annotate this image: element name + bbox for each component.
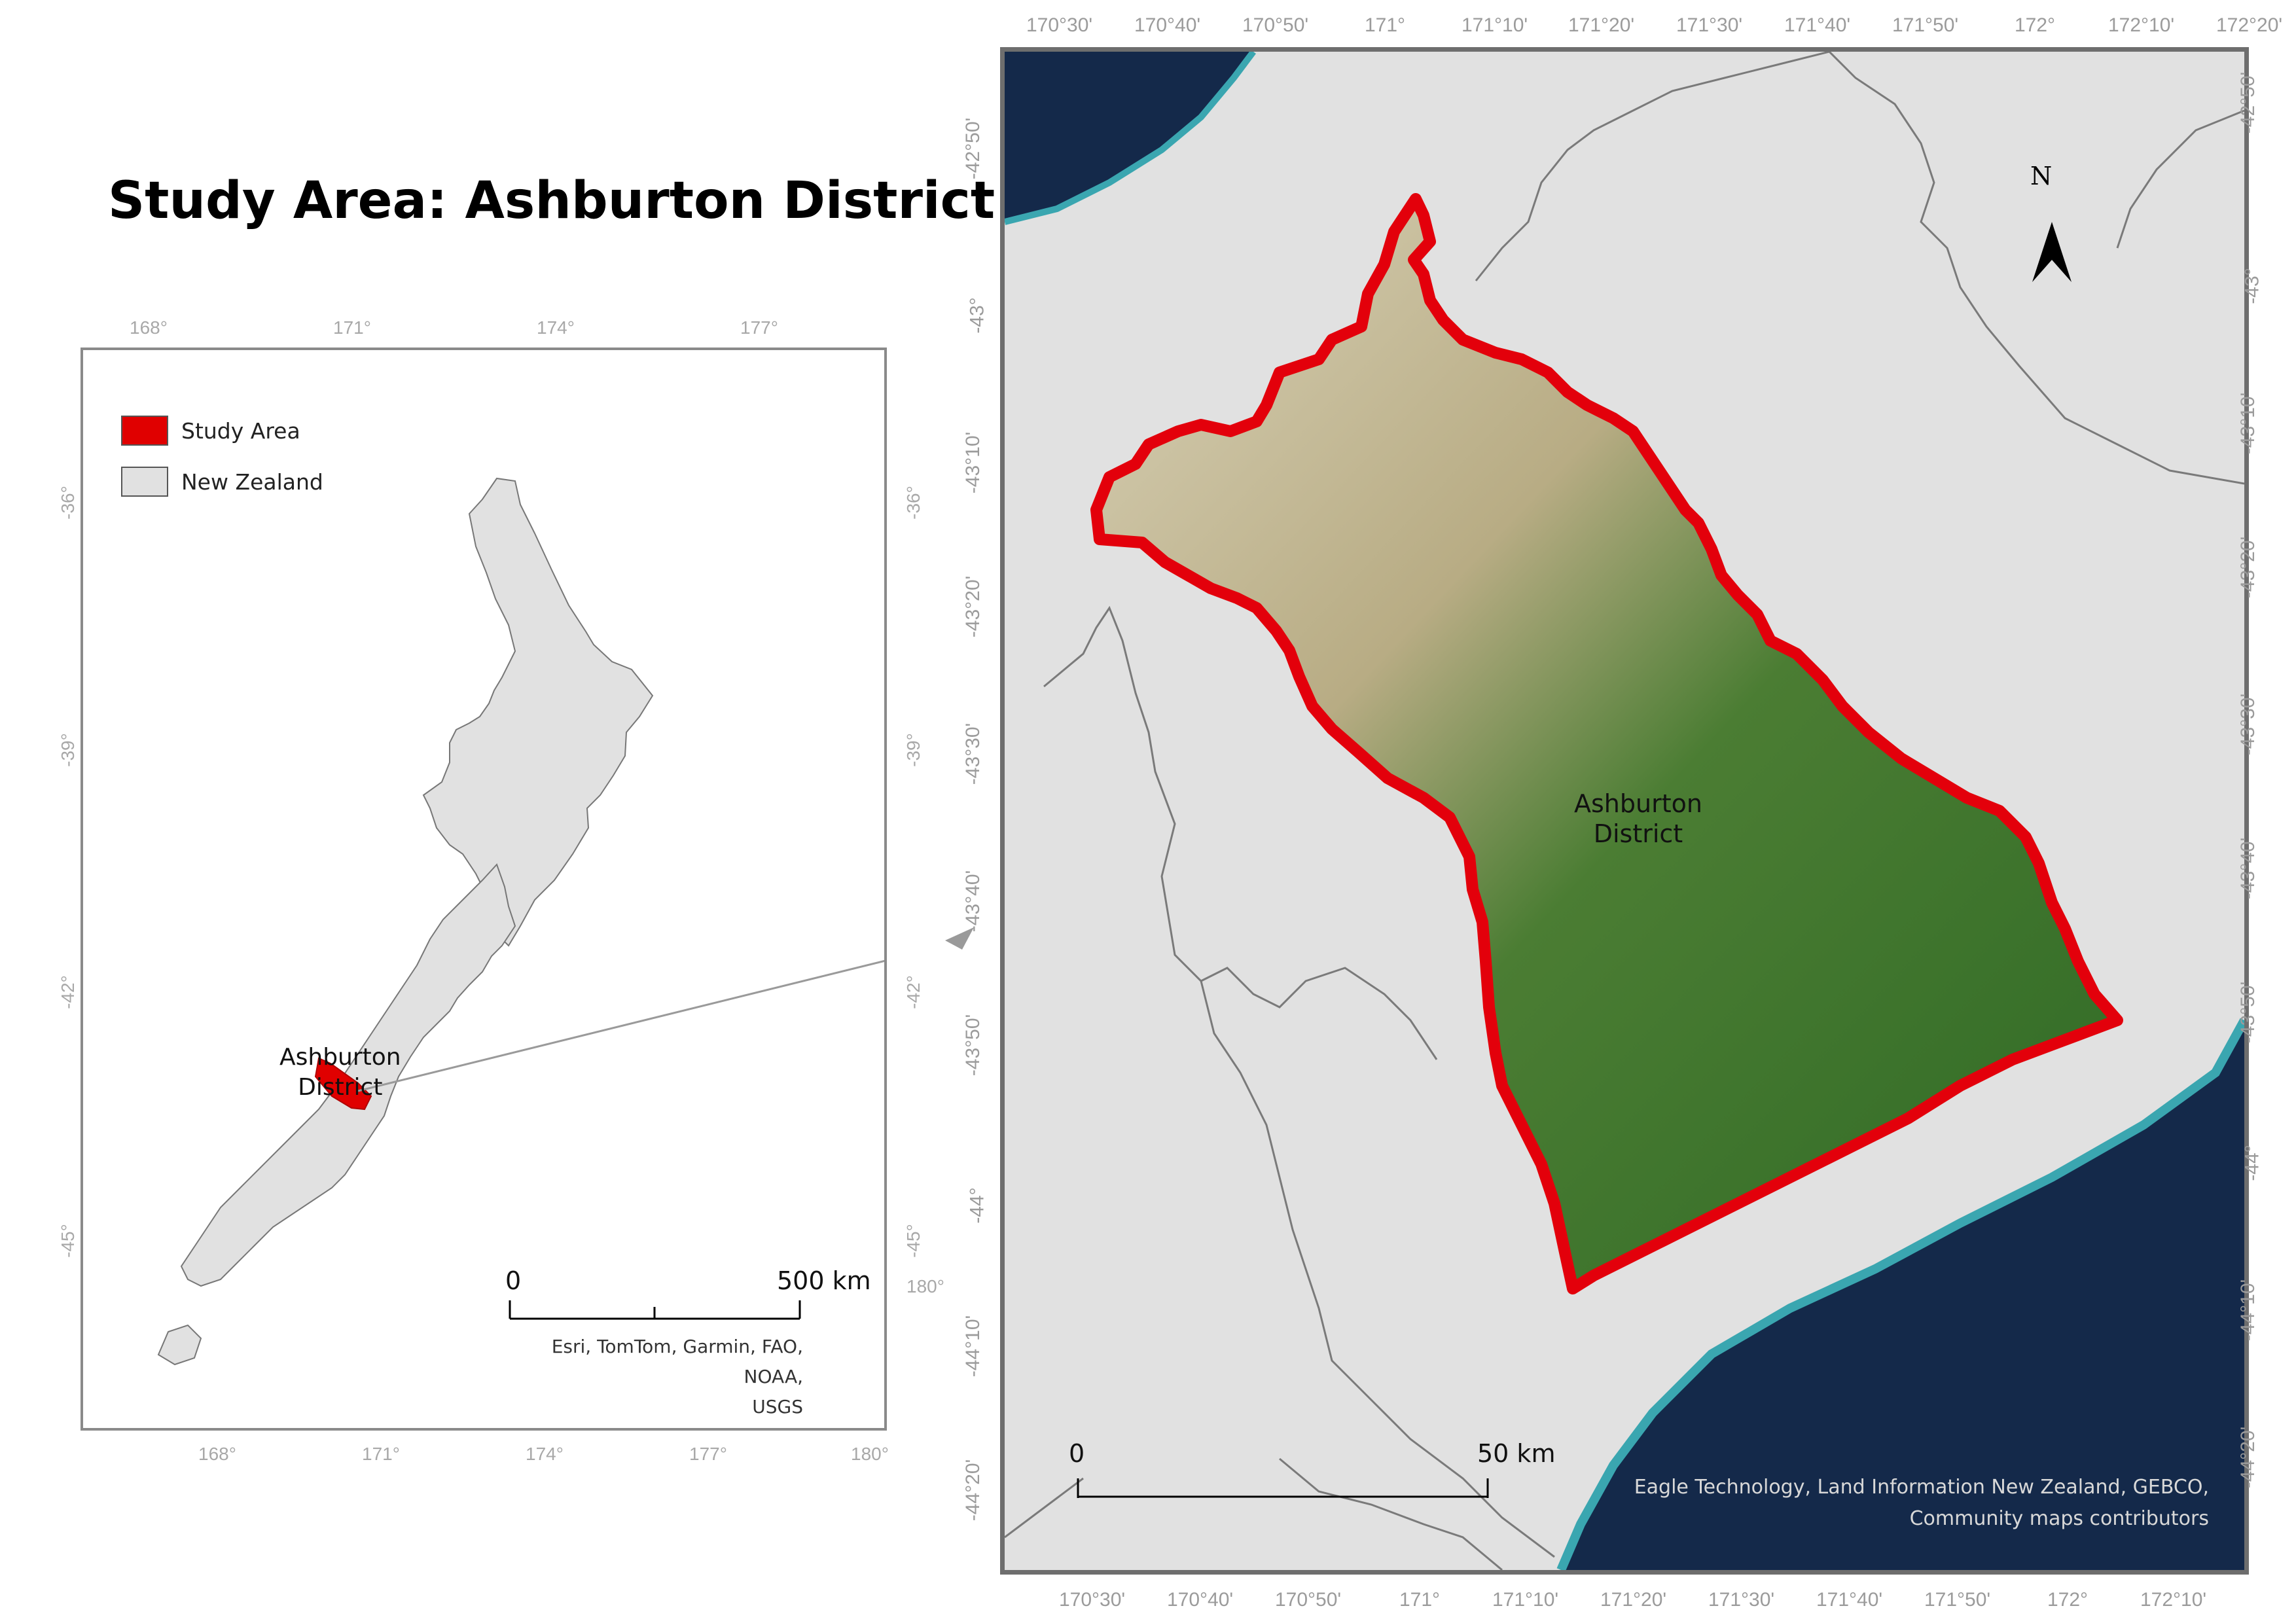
main-lon-tick-top: 172°10' [2108, 14, 2175, 36]
north-island-shape [422, 477, 654, 947]
inset-lon-tick-bottom: 177° [689, 1444, 727, 1464]
inset-lon-tick-bottom: 174° [526, 1444, 564, 1464]
inset-lat-tick-left: -42° [57, 975, 78, 1009]
inset-lat-tick-right: -45° [903, 1224, 924, 1258]
south-island-shape [180, 863, 516, 1287]
main-lat-tick-left: -43° [966, 297, 988, 334]
main-lat-tick-right: -44°10' [2237, 1279, 2259, 1342]
inset-lat-tick-right: -39° [903, 733, 924, 767]
main-scale-bar [1077, 1478, 1489, 1498]
main-lon-tick-top: 171°10' [1462, 14, 1528, 36]
main-map-canvas [1005, 52, 2244, 1570]
inset-lat-tick-right: -36° [903, 486, 924, 520]
main-lat-tick-left: -43°40' [962, 870, 984, 933]
inset-lat-tick-right: 180° [906, 1276, 944, 1296]
north-arrow-icon [2032, 222, 2072, 282]
main-lat-tick-left: -43°10' [962, 431, 984, 494]
ocean-northwest [1005, 52, 1253, 222]
main-lon-tick-bottom: 171°20' [1600, 1589, 1667, 1611]
main-lat-tick-right: -43°20' [2237, 536, 2259, 599]
main-lat-tick-left: -44° [966, 1187, 988, 1224]
main-lat-tick-left: -44°20' [962, 1459, 984, 1522]
main-lat-tick-right: -43°30' [2237, 693, 2259, 756]
main-lon-tick-bottom: 170°30' [1059, 1589, 1126, 1611]
main-lon-tick-top: 171°20' [1568, 14, 1635, 36]
main-lat-tick-right: -44°20' [2237, 1426, 2259, 1489]
main-lat-tick-left: -42°50' [962, 117, 984, 180]
main-lon-tick-bottom: 170°50' [1275, 1589, 1342, 1611]
inset-district-label: Ashburton District [279, 1044, 401, 1101]
main-lon-tick-top: 171°50' [1892, 14, 1959, 36]
inset-lon-tick-bottom: 168° [198, 1444, 236, 1464]
inset-lat-tick-left: -39° [57, 733, 78, 767]
legend-label-new-zealand: New Zealand [181, 469, 323, 495]
inset-scale-start: 0 [505, 1266, 522, 1295]
main-scale-start: 0 [1069, 1439, 1085, 1468]
main-lon-tick-bottom: 171° [1399, 1589, 1441, 1611]
inset-lon-tick-top: 174° [537, 317, 575, 338]
main-lon-tick-top: 171°40' [1784, 14, 1851, 36]
inset-lat-tick-right: -42° [903, 975, 924, 1009]
leader-line [357, 959, 884, 1092]
leader-arrowhead [945, 927, 974, 950]
main-lat-tick-right: -42°50' [2237, 71, 2259, 134]
main-lon-tick-top: 170°50' [1242, 14, 1309, 36]
main-lat-tick-right: -43°40' [2237, 837, 2259, 900]
north-arrow-label: N [2030, 162, 2053, 190]
inset-lon-tick-bottom: 180° [851, 1444, 889, 1464]
inset-map-frame: Study Area New Zealand Ashburton Distric… [81, 348, 887, 1431]
main-lon-tick-bottom: 172° [2047, 1589, 2089, 1611]
new-zealand-map [157, 477, 884, 1366]
study-area-shape [314, 1057, 372, 1111]
region-boundaries [1005, 52, 2244, 1570]
main-scale-end: 50 km [1477, 1439, 1556, 1468]
main-lon-tick-top: 172°20' [2216, 14, 2283, 36]
main-lon-tick-bottom: 171°30' [1708, 1589, 1775, 1611]
inset-lon-tick-bottom: 171° [362, 1444, 400, 1464]
main-lat-tick-right: -43° [2241, 268, 2263, 304]
main-district-label: Ashburton District [1574, 789, 1702, 848]
shoreline-northwest [1005, 52, 1256, 225]
inset-lon-tick-top: 177° [740, 317, 778, 338]
main-lon-tick-bottom: 170°40' [1167, 1589, 1234, 1611]
main-lon-tick-top: 172° [2015, 14, 2056, 36]
main-lon-tick-bottom: 171°50' [1924, 1589, 1991, 1611]
main-lat-tick-left: -43°50' [962, 1014, 984, 1077]
main-lon-tick-top: 171° [1365, 14, 1406, 36]
main-lat-tick-right: -44° [2241, 1145, 2263, 1181]
main-lat-tick-left: -43°30' [962, 722, 984, 785]
ashburton-district-shape [1090, 193, 2123, 1294]
legend-label-study-area: Study Area [181, 418, 300, 444]
inset-scale-end: 500 km [777, 1266, 871, 1295]
inset-lon-tick-top: 171° [333, 317, 371, 338]
inset-lat-tick-left: -36° [57, 486, 78, 520]
legend-swatch-new-zealand [121, 467, 168, 497]
main-lon-tick-top: 170°40' [1134, 14, 1201, 36]
shoreline-southeast [1556, 1018, 2244, 1570]
main-lon-tick-top: 171°30' [1676, 14, 1743, 36]
main-lat-tick-left: -44°10' [962, 1315, 984, 1378]
main-lon-tick-bottom: 171°10' [1492, 1589, 1559, 1611]
main-map-frame: N Ashburton District 0 50 km Eagle Techn… [1000, 47, 2249, 1575]
main-lon-tick-bottom: 171°40' [1816, 1589, 1883, 1611]
inset-credit: Esri, TomTom, Garmin, FAO, NOAA, USGS [551, 1336, 803, 1418]
inset-lon-tick-top: 168° [130, 317, 168, 338]
main-lat-tick-left: -43°20' [962, 575, 984, 638]
main-lat-tick-right: -43°10' [2237, 392, 2259, 455]
ocean-southeast [1561, 1020, 2244, 1570]
main-lon-tick-bottom: 172°10' [2140, 1589, 2207, 1611]
legend-swatch-study-area [121, 416, 168, 446]
main-credit: Eagle Technology, Land Information New Z… [1634, 1476, 2209, 1530]
page-title: Study Area: Ashburton District [108, 171, 996, 230]
inset-lat-tick-left: -45° [57, 1224, 78, 1258]
main-lon-tick-top: 170°30' [1026, 14, 1093, 36]
stewart-island-shape [157, 1324, 202, 1366]
main-lat-tick-right: -43°50' [2237, 981, 2259, 1044]
inset-scale-bar [509, 1300, 801, 1320]
